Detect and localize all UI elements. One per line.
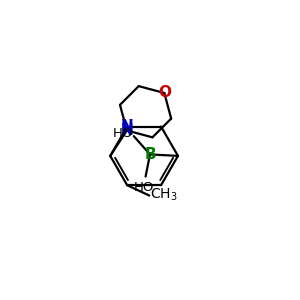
Text: O: O [158, 85, 171, 100]
Text: N: N [121, 119, 134, 134]
Text: HO: HO [112, 127, 133, 140]
Text: N: N [121, 123, 133, 138]
Text: B: B [144, 147, 156, 162]
Text: HO: HO [134, 181, 154, 194]
Text: CH$_3$: CH$_3$ [150, 187, 178, 203]
